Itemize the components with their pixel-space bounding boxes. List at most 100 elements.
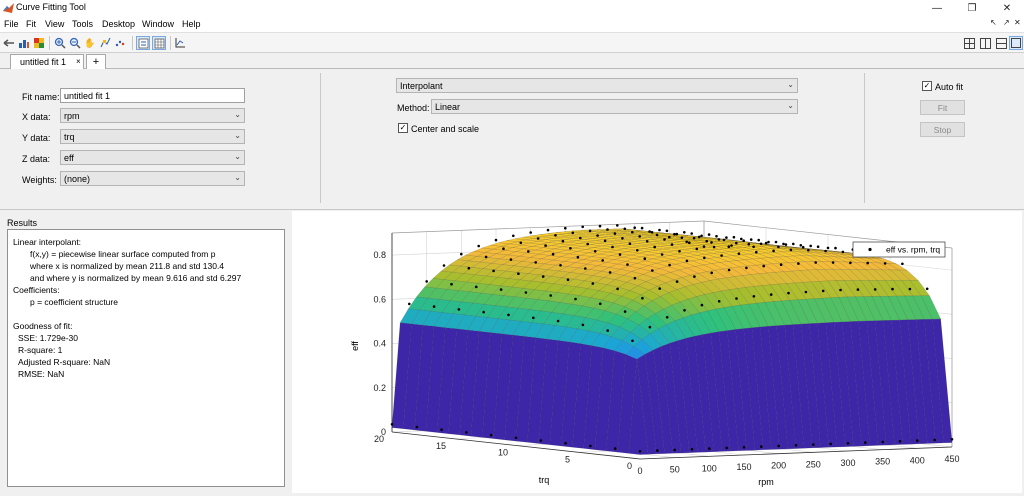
y-data-select[interactable]: trq ⌄ [60,129,245,144]
z-data-value: eff [64,153,74,163]
z-data-select[interactable]: eff ⌄ [60,150,245,165]
results-panel[interactable]: Linear interpolant: f(x,y) = piecewise l… [7,229,285,487]
close-tab-icon[interactable]: × [76,57,81,66]
left-right-layout-icon[interactable] [978,36,992,50]
y-data-value: trq [64,132,75,142]
zoom-out-icon[interactable] [68,36,82,50]
x-data-select[interactable]: rpm ⌄ [60,108,245,123]
chevron-down-icon: ⌄ [234,110,241,119]
svg-text:0: 0 [637,466,642,476]
menu-file[interactable]: File [4,19,19,29]
result-line: RMSE: NaN [18,369,65,379]
weights-select[interactable]: (none) ⌄ [60,171,245,186]
menu-fit[interactable]: Fit [26,19,36,29]
svg-text:15: 15 [436,441,446,451]
top-bottom-layout-icon[interactable] [994,36,1008,50]
chevron-down-icon: ⌄ [234,152,241,161]
svg-text:250: 250 [806,459,821,469]
legend-icon[interactable] [136,36,150,50]
fit-name-label: Fit name: [22,92,60,102]
svg-text:0.4: 0.4 [373,339,386,349]
result-line: SSE: 1.729e-30 [18,333,79,343]
tile-layout-icon[interactable] [962,36,976,50]
toolbar: ✋ [0,32,1024,53]
chevron-down-icon: ⌄ [787,80,794,89]
svg-text:0: 0 [381,427,386,437]
fit-button[interactable]: Fit [920,100,965,115]
close-icon[interactable]: ✕ [1002,3,1012,14]
data-points [390,224,954,453]
center-scale-label: Center and scale [411,124,480,134]
svg-text:0.8: 0.8 [373,250,386,260]
svg-text:150: 150 [736,462,751,472]
plot-area[interactable]: 0 50 100 150 200 250 300 350 400 450 0 5 10 15 20 0 0.2 0… [292,211,1022,493]
grid-icon[interactable] [152,36,166,50]
fit-type-value: Interpolant [400,81,443,91]
data-points-icon[interactable] [17,36,31,50]
svg-text:20: 20 [374,434,384,444]
svg-text:0.2: 0.2 [373,383,386,393]
results-title: Results [7,218,38,228]
axes-limits-icon[interactable] [173,36,187,50]
zoom-in-icon[interactable] [53,36,67,50]
close-pane-icon[interactable]: ✕ [1014,18,1021,27]
auto-fit-checkbox[interactable]: ✓ [922,81,932,91]
y-axis-label: trq [539,475,550,485]
toolbar-separator [49,36,50,50]
x-data-label: X data: [22,112,51,122]
svg-text:50: 50 [670,465,680,475]
stop-button[interactable]: Stop [920,122,965,137]
add-tab-button[interactable]: + [86,54,106,69]
undock-icon[interactable]: ↗ [1003,18,1010,27]
tab-strip: untitled fit 1 × + [0,53,1024,69]
menu-window[interactable]: Window [142,19,175,29]
x-data-value: rpm [64,111,80,121]
window-title: Curve Fitting Tool [16,2,86,12]
result-line: Linear interpolant: [13,237,82,247]
axis-ticks: 0 50 100 150 200 250 300 350 400 4500510152000.20… [373,250,959,476]
fit-name-input[interactable]: untitled fit 1 [60,88,245,103]
chevron-down-icon: ⌄ [234,131,241,140]
result-line: R-square: 1 [18,345,63,355]
fit-type-select[interactable]: Interpolant ⌄ [396,78,798,93]
svg-text:0.6: 0.6 [373,294,386,304]
result-line: Goodness of fit: [13,321,73,331]
result-line: where x is normalized by mean 211.8 and … [30,261,225,271]
svg-text:0: 0 [627,461,632,471]
panel-divider [320,73,321,203]
menu-help[interactable]: Help [182,19,201,29]
weights-value: (none) [64,174,91,184]
colormap-icon[interactable] [32,36,46,50]
matlab-logo-icon [3,3,14,13]
result-line: Coefficients: [13,285,60,295]
exclude-outliers-icon[interactable] [113,36,127,50]
svg-text:10: 10 [498,448,508,458]
chevron-down-icon: ⌄ [787,101,794,110]
data-cursor-icon[interactable] [98,36,112,50]
single-layout-icon[interactable] [1009,36,1023,50]
svg-text:100: 100 [702,463,717,473]
auto-fit-label: Auto fit [935,82,964,92]
restore-icon[interactable]: ❐ [967,3,977,14]
toolbar-separator [170,36,171,50]
pan-hand-icon[interactable]: ✋ [84,37,96,48]
center-scale-checkbox[interactable]: ✓ [398,123,408,133]
legend-label: eff vs. rpm, trq [886,245,940,255]
minimize-icon[interactable]: — [932,3,942,14]
back-arrow-icon[interactable] [2,36,16,50]
result-line: Adjusted R-square: NaN [18,357,111,367]
method-select[interactable]: Linear ⌄ [431,99,798,114]
minimize-pane-icon[interactable]: ↖ [990,18,997,27]
method-label: Method: [397,103,430,113]
menu-desktop[interactable]: Desktop [102,19,136,29]
tab-label: untitled fit 1 [20,57,67,67]
svg-text:300: 300 [840,458,855,468]
legend[interactable]: eff vs. rpm, trq [852,241,946,258]
menu-tools[interactable]: Tools [72,19,94,29]
panel-divider [864,73,865,203]
surface-plot[interactable]: 0 50 100 150 200 250 300 350 400 4500510152000.20… [292,211,1022,493]
menu-view[interactable]: View [45,19,65,29]
weights-label: Weights: [22,175,57,185]
tab-untitled-fit-1[interactable]: untitled fit 1 × [10,54,84,69]
menu-bar: File Fit View Tools Desktop Window Help [0,17,1024,32]
